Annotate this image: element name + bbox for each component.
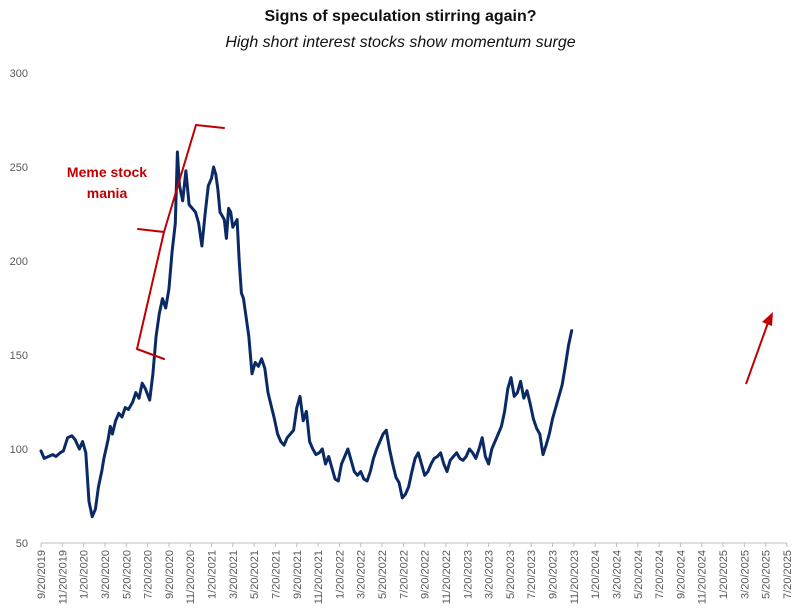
- x-tick-label: 3/20/2021: [228, 550, 240, 599]
- x-tick-label: 5/20/2020: [121, 550, 133, 599]
- x-tick-label: 5/20/2022: [377, 550, 389, 599]
- x-tick-label: 7/20/2021: [270, 550, 282, 599]
- series-line-high-short-interest: [39, 150, 574, 519]
- x-tick-label: 7/20/2020: [143, 550, 155, 599]
- x-tick-label: 7/20/2024: [654, 550, 666, 599]
- x-tick-label: 1/20/2024: [590, 550, 602, 599]
- x-tick-label: 3/20/2023: [484, 550, 496, 599]
- x-tick-label: 3/20/2020: [100, 550, 112, 599]
- x-tick-label: 5/20/2025: [761, 550, 773, 599]
- x-tick-label: 9/20/2023: [548, 550, 560, 599]
- x-tick-label: 1/20/2021: [207, 550, 219, 599]
- chart-title: Signs of speculation stirring again?: [264, 8, 537, 25]
- x-tick-label: 7/20/2023: [526, 550, 538, 599]
- x-tick-label: 5/20/2024: [633, 550, 645, 599]
- annotation-line-1: Meme stock: [67, 164, 147, 180]
- x-axis-ticks: 9/20/2019 11/20/2019 1/20/2020 3/20/2020 5/2…: [36, 543, 794, 604]
- y-axis-ticks: 50 100 150 200 250 300: [10, 68, 28, 550]
- x-tick-label: 9/20/2019: [36, 550, 48, 599]
- x-tick-label: 1/20/2025: [718, 550, 730, 599]
- meme-mania-bracket: [136, 124, 225, 360]
- x-tick-label: 3/20/2025: [739, 550, 751, 599]
- y-tick-label: 100: [10, 444, 28, 456]
- surge-arrow-shaft: [745, 319, 770, 385]
- x-tick-label: 9/20/2022: [420, 550, 432, 599]
- x-tick-label: 9/20/2021: [292, 550, 304, 599]
- x-tick-label: 9/20/2020: [164, 550, 176, 599]
- x-tick-label: 1/20/2020: [79, 550, 91, 599]
- x-tick-label: 9/20/2024: [675, 550, 687, 599]
- x-tick-label: 1/20/2023: [462, 550, 474, 599]
- y-tick-label: 50: [16, 538, 28, 550]
- x-tick-label: 5/20/2023: [505, 550, 517, 599]
- x-tick-label: 7/20/2025: [782, 550, 794, 599]
- y-tick-label: 250: [10, 162, 28, 174]
- y-tick-label: 150: [10, 350, 28, 362]
- x-tick-label: 11/20/2024: [697, 550, 709, 604]
- x-tick-label: 11/20/2019: [57, 550, 69, 604]
- x-tick-label: 11/20/2023: [569, 550, 581, 604]
- surge-arrow-head: [762, 312, 773, 326]
- annotation-line-2: mania: [87, 185, 128, 201]
- y-tick-label: 200: [10, 256, 28, 268]
- x-tick-label: 3/20/2022: [356, 550, 368, 599]
- x-tick-label: 5/20/2021: [249, 550, 261, 599]
- y-tick-label: 300: [10, 68, 28, 80]
- x-tick-label: 11/20/2021: [313, 550, 325, 604]
- chart-subtitle: High short interest stocks show momentum…: [225, 34, 576, 51]
- x-tick-label: 11/20/2022: [441, 550, 453, 604]
- x-tick-label: 3/20/2024: [611, 550, 623, 599]
- x-tick-label: 1/20/2022: [334, 550, 346, 599]
- x-tick-label: 7/20/2022: [398, 550, 410, 599]
- x-tick-label: 11/20/2020: [185, 550, 197, 604]
